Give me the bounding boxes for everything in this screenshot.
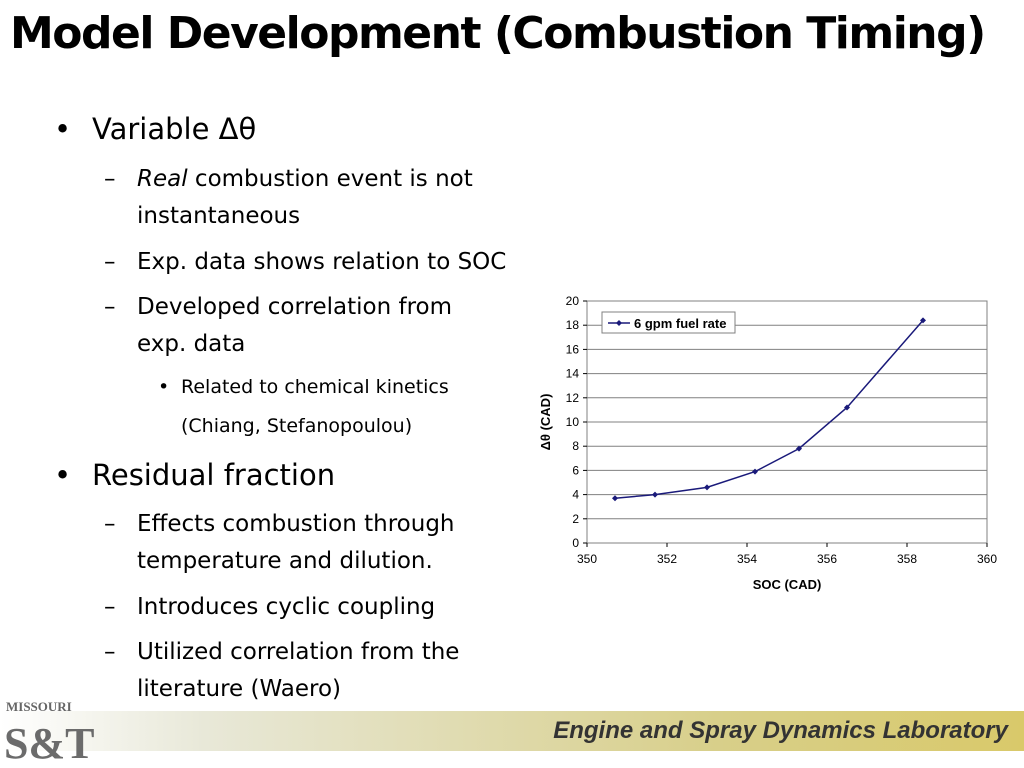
logo-top-text: MISSOURI	[6, 699, 72, 714]
emphasis-text: Real	[137, 166, 188, 192]
logo-main-text: S&T	[4, 719, 94, 764]
subbullet-effects-combustion-line2: temperature and dilution.	[137, 548, 433, 574]
y-tick-label: 20	[566, 294, 580, 308]
missouri-st-logo: MISSOURI S&T	[4, 699, 94, 764]
subsubbullet-chemical-kinetics: Related to chemical kinetics	[181, 376, 449, 398]
data-point	[704, 484, 710, 491]
x-tick-label: 350	[577, 552, 597, 566]
y-tick-label: 8	[572, 439, 579, 453]
dash-icon: –	[104, 249, 116, 275]
y-tick-label: 0	[572, 536, 579, 550]
x-tick-label: 360	[977, 552, 997, 566]
legend-box	[601, 311, 736, 334]
legend-marker	[616, 320, 622, 326]
legend-label: 6 gpm fuel rate	[634, 316, 726, 331]
bullet-dot-icon: •	[158, 376, 170, 398]
y-tick-label: 14	[566, 367, 580, 381]
bullet-dot-icon: •	[54, 112, 72, 146]
footer-bar: Engine and Spray Dynamics Laboratory	[0, 711, 1024, 751]
y-tick-label: 12	[566, 391, 580, 405]
lab-name: Engine and Spray Dynamics Laboratory	[553, 717, 1008, 744]
bullet-variable-dtheta: Variable Δθ	[92, 112, 257, 146]
bullet-dot-icon: •	[54, 458, 72, 492]
subbullet-utilized-correlation-line2: literature (Waero)	[137, 676, 341, 702]
x-tick-label: 354	[737, 552, 757, 566]
dash-icon: –	[104, 639, 116, 665]
dash-icon: –	[104, 166, 116, 192]
data-point	[920, 317, 926, 324]
x-axis-title: SOC (CAD)	[753, 577, 822, 592]
subbullet-text: combustion event is not	[187, 166, 473, 192]
data-point	[652, 491, 658, 498]
y-axis-title: Δθ (CAD)	[538, 394, 553, 451]
y-tick-label: 16	[566, 342, 580, 356]
subbullet-cyclic-coupling: Introduces cyclic coupling	[137, 594, 436, 620]
data-point	[612, 495, 618, 502]
subbullet-developed-correlation-line2: exp. data	[137, 331, 246, 357]
y-tick-label: 2	[572, 512, 579, 526]
dash-icon: –	[104, 594, 116, 620]
dtheta-vs-soc-chart: 0 2 4 6 8 10 12 14 16 18 20 350 352 354 356 358 360 6 gpm…	[538, 294, 997, 592]
y-tick-label: 6	[572, 463, 579, 477]
y-tick-label: 4	[572, 488, 579, 502]
data-point	[796, 445, 802, 452]
subsubbullet-citation: (Chiang, Stefanopoulou)	[181, 415, 413, 437]
subbullet-effects-combustion: Effects combustion through	[137, 511, 455, 537]
bullet-residual-fraction: Residual fraction	[92, 458, 336, 492]
subbullet-exp-data: Exp. data shows relation to SOC	[137, 249, 507, 275]
y-tick-label: 10	[566, 415, 580, 429]
x-tick-label: 356	[817, 552, 837, 566]
dash-icon: –	[104, 511, 116, 537]
subbullet-developed-correlation: Developed correlation from	[137, 294, 452, 320]
x-tick-label: 352	[657, 552, 677, 566]
dash-icon: –	[104, 294, 116, 320]
subbullet-real-combustion-line2: instantaneous	[137, 203, 301, 229]
y-tick-label: 18	[566, 318, 580, 332]
subbullet-real-combustion: Real combustion event is not	[137, 161, 473, 198]
x-tick-label: 358	[897, 552, 917, 566]
slide-title: Model Development (Combustion Timing)	[10, 8, 986, 59]
data-point	[752, 468, 758, 475]
data-point	[844, 404, 850, 411]
subbullet-utilized-correlation: Utilized correlation from the	[137, 639, 460, 665]
